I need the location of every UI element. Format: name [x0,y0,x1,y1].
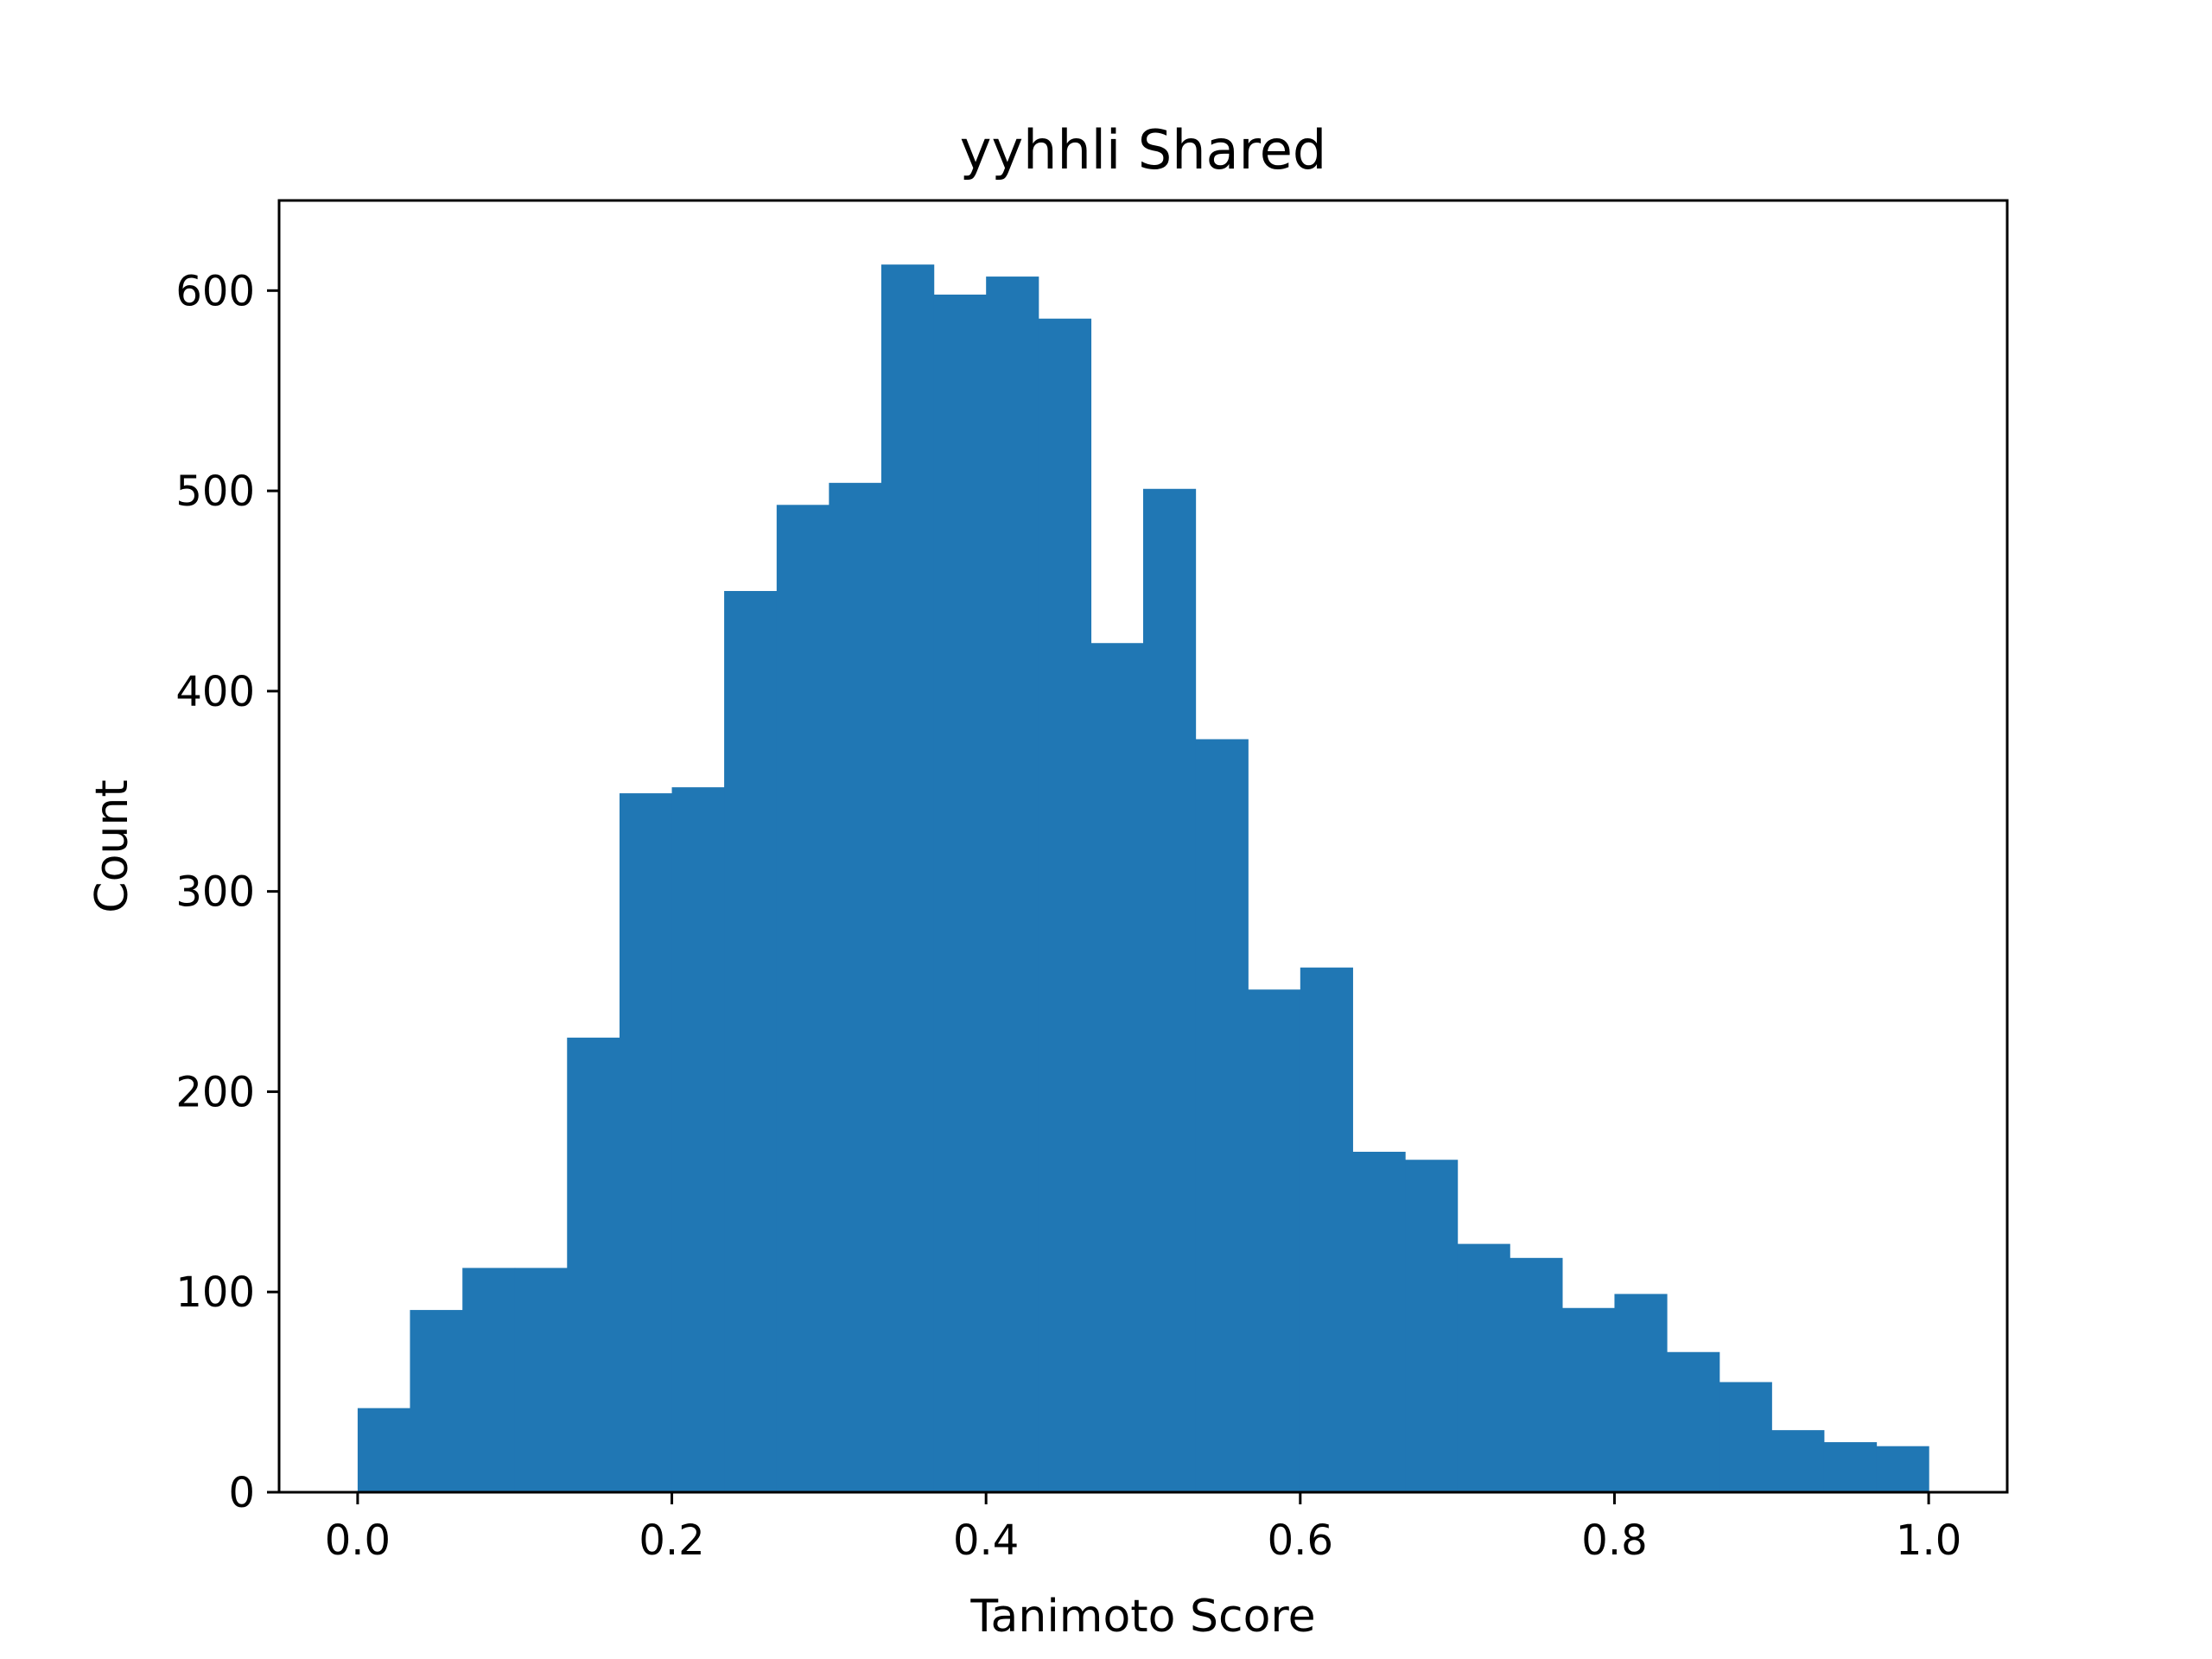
y-axis-ticks: 0 100 200 300 400 500 600 [175,267,279,1517]
x-tick-label: 0.0 [325,1516,391,1565]
chart-title: yyhhli Shared [960,118,1326,181]
y-tick-label: 500 [175,467,255,516]
histogram-bar [1876,1446,1929,1492]
x-tick-label: 0.4 [953,1516,1019,1565]
x-tick-label: 1.0 [1896,1516,1961,1565]
histogram-bar [829,482,882,1492]
histogram-bar [1248,989,1301,1492]
y-tick-label: 600 [175,267,255,315]
histogram-bar [1719,1382,1772,1492]
y-tick-label: 0 [228,1469,255,1517]
histogram-bar [1405,1160,1459,1492]
histogram-bar [671,787,725,1492]
x-tick-label: 0.6 [1268,1516,1333,1565]
histogram-bar [1300,967,1353,1492]
histogram-bar [1090,643,1144,1492]
histogram-bar [567,1037,620,1492]
histogram-bar [1352,1151,1406,1492]
histogram-bar [1195,739,1249,1492]
y-tick-label: 100 [175,1268,255,1317]
y-tick-label: 200 [175,1068,255,1116]
histogram-bar [724,590,778,1492]
histogram-bar [514,1268,568,1492]
y-tick-label: 300 [175,868,255,917]
y-axis-label: Count [86,779,138,912]
x-axis-label: Tanimoto Score [969,1591,1315,1643]
histogram-bar [1143,488,1197,1492]
x-axis-ticks: 0.0 0.2 0.4 0.6 0.8 1.0 [325,1492,1961,1565]
x-tick-label: 0.8 [1581,1516,1647,1565]
histogram-bar [776,505,830,1492]
histogram-bar [1823,1442,1878,1492]
histogram-bar [357,1408,411,1492]
histogram-bar [462,1268,516,1492]
histogram-bar [1457,1243,1510,1492]
histogram-bars [357,264,1929,1492]
histogram-bar [620,793,673,1492]
plot-frame [277,199,2009,1494]
histogram-bar [880,264,935,1492]
histogram-bar [1561,1307,1616,1492]
y-tick-label: 400 [175,668,255,716]
histogram-bar [1771,1430,1825,1492]
histogram-bar [986,276,1039,1492]
histogram-bar [1614,1294,1668,1492]
histogram-bar [1510,1257,1563,1492]
x-tick-label: 0.2 [639,1516,704,1565]
histogram-bar [933,294,987,1492]
histogram-bar [1667,1351,1720,1492]
histogram-bar [410,1310,463,1492]
histogram-bar [1038,318,1092,1492]
